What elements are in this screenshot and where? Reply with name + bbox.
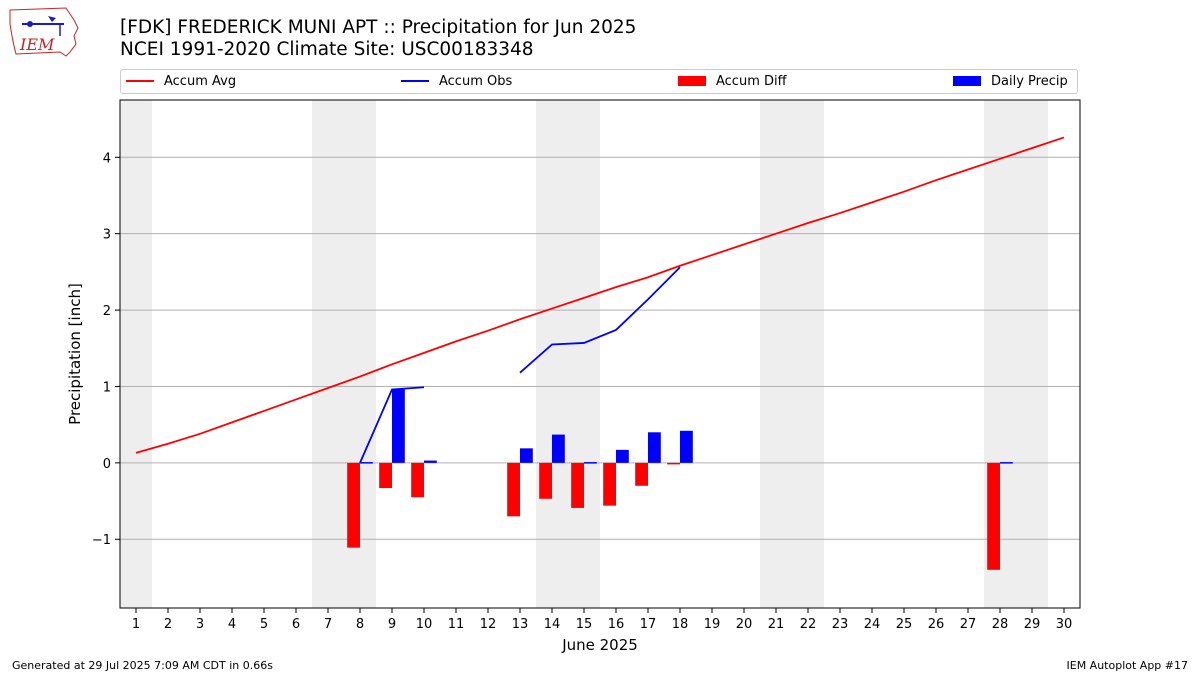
legend-label-accum-avg: Accum Avg [164, 74, 237, 89]
daily-precip-bar-day-10 [424, 460, 437, 463]
x-tick-label-6: 6 [292, 617, 300, 632]
daily-precip-bar-day-18 [680, 430, 693, 463]
chart-title-line1: [FDK] FREDERICK MUNI APT :: Precipitatio… [120, 17, 637, 38]
x-tick-label-26: 26 [928, 617, 945, 632]
legend-item-accum-avg: Accum Avg [126, 74, 236, 90]
instrument-dot-shape [27, 21, 33, 27]
accum-diff-bar-day-13 [507, 462, 520, 517]
legend-label-accum-diff: Accum Diff [716, 74, 787, 89]
x-tick-label-17: 17 [640, 617, 657, 632]
legend-item-accum-obs: Accum Obs [401, 74, 512, 90]
legend-label-daily-precip: Daily Precip [991, 74, 1068, 89]
accum-diff-bar-day-15 [571, 462, 584, 508]
grid-lines [120, 156, 1080, 540]
x-tick-label-30: 30 [1056, 617, 1073, 632]
x-tick-label-7: 7 [324, 617, 332, 632]
legend-item-accum-diff: Accum Diff [678, 74, 787, 90]
x-tick-label-2: 2 [164, 617, 172, 632]
accum-diff-bar-day-9 [379, 462, 392, 489]
weekend-shading [120, 100, 1048, 608]
accum-avg-line [135, 136, 1065, 454]
y-axis-label: Precipitation [inch] [66, 283, 84, 425]
logo-text: IEM [19, 35, 55, 54]
x-tick-label-22: 22 [800, 617, 817, 632]
legend-swatch-accum-avg [126, 79, 154, 82]
x-tick-label-20: 20 [736, 617, 753, 632]
x-tick-label-3: 3 [196, 617, 204, 632]
accum-diff-bar-day-16 [603, 462, 616, 506]
x-tick-label-18: 18 [672, 617, 689, 632]
daily-precip-bar-day-14 [552, 434, 565, 463]
x-tick-label-12: 12 [480, 617, 497, 632]
x-tick-label-16: 16 [608, 617, 625, 632]
legend-swatch-accum-obs [401, 79, 429, 82]
weekend-band-3 [760, 100, 824, 608]
daily-precip-bar-day-15 [584, 462, 597, 464]
x-tick-label-23: 23 [832, 617, 849, 632]
x-tick-label-25: 25 [896, 617, 913, 632]
chart-title-line2: NCEI 1991-2020 Climate Site: USC00183348 [120, 39, 534, 60]
x-tick-label-10: 10 [416, 617, 433, 632]
daily-precip-bar-day-13 [520, 448, 533, 463]
accum-obs-line-segment-0 [359, 386, 425, 464]
x-tick-label-9: 9 [388, 617, 396, 632]
y-tick-label-1: 1 [103, 380, 111, 395]
legend-label-accum-obs: Accum Obs [439, 74, 513, 89]
accum-diff-bar-day-8 [347, 462, 360, 548]
line-series [135, 136, 1065, 464]
x-tick-label-4: 4 [228, 617, 236, 632]
weekend-band-2 [536, 100, 600, 608]
generated-timestamp: Generated at 29 Jul 2025 7:09 AM CDT in … [12, 659, 273, 672]
y-axis: −1 0 1 2 3 4 [92, 151, 120, 548]
accum-diff-bar-day-28 [987, 462, 1000, 570]
legend-swatch-daily-precip [953, 75, 981, 86]
y-tick-label-4: 4 [103, 151, 111, 166]
x-axis-label: June 2025 [561, 636, 638, 654]
iowa-map-icon: IEM [9, 7, 79, 57]
x-tick-label-8: 8 [356, 617, 364, 632]
accum-obs-line-segment-1 [519, 266, 681, 374]
x-tick-label-21: 21 [768, 617, 785, 632]
weekend-band-1 [312, 100, 376, 608]
chart-title: [FDK] FREDERICK MUNI APT :: Precipitatio… [120, 17, 636, 61]
y-tick-label--1: −1 [92, 533, 111, 548]
accum-diff-bar-day-17 [635, 462, 648, 486]
x-tick-label-28: 28 [992, 617, 1009, 632]
accum-diff-bar-day-10 [411, 462, 424, 498]
x-tick-label-14: 14 [544, 617, 561, 632]
x-tick-label-1: 1 [132, 617, 140, 632]
x-tick-label-11: 11 [448, 617, 465, 632]
x-tick-label-24: 24 [864, 617, 881, 632]
x-tick-label-13: 13 [512, 617, 529, 632]
daily-precip-bar-day-8 [360, 462, 373, 464]
bar-series [347, 389, 1013, 570]
state-outline-shape [9, 7, 79, 57]
accum-diff-bar-day-18 [667, 462, 680, 465]
app-id-label: IEM Autoplot App #17 [1066, 659, 1189, 672]
x-tick-label-15: 15 [576, 617, 593, 632]
iem-logo: IEM [8, 6, 82, 60]
x-tick-label-27: 27 [960, 617, 977, 632]
weekend-band-0 [120, 100, 152, 608]
plot-frame [119, 99, 1081, 609]
x-tick-label-19: 19 [704, 617, 721, 632]
legend-item-daily-precip: Daily Precip [953, 74, 1068, 90]
y-tick-label-0: 0 [103, 457, 111, 472]
x-tick-label-29: 29 [1024, 617, 1041, 632]
chart-legend: Accum Avg Accum Obs Accum Diff Daily Pre… [120, 69, 1078, 94]
legend-swatch-accum-diff [678, 75, 706, 86]
wind-vane-shape [48, 16, 56, 22]
x-tick-label-5: 5 [260, 617, 268, 632]
daily-precip-bar-day-9 [392, 389, 405, 463]
accum-diff-bar-day-14 [539, 462, 552, 499]
daily-precip-bar-day-17 [648, 432, 661, 463]
y-tick-label-3: 3 [103, 228, 111, 243]
daily-precip-bar-day-28 [1000, 462, 1013, 464]
y-tick-label-2: 2 [103, 304, 111, 319]
daily-precip-bar-day-16 [616, 449, 629, 463]
x-axis: 1 2 3 4 5 6 7 8 9 10 11 12 13 14 15 16 17 18 19 20 21 22 23 24 2… [132, 608, 1072, 632]
